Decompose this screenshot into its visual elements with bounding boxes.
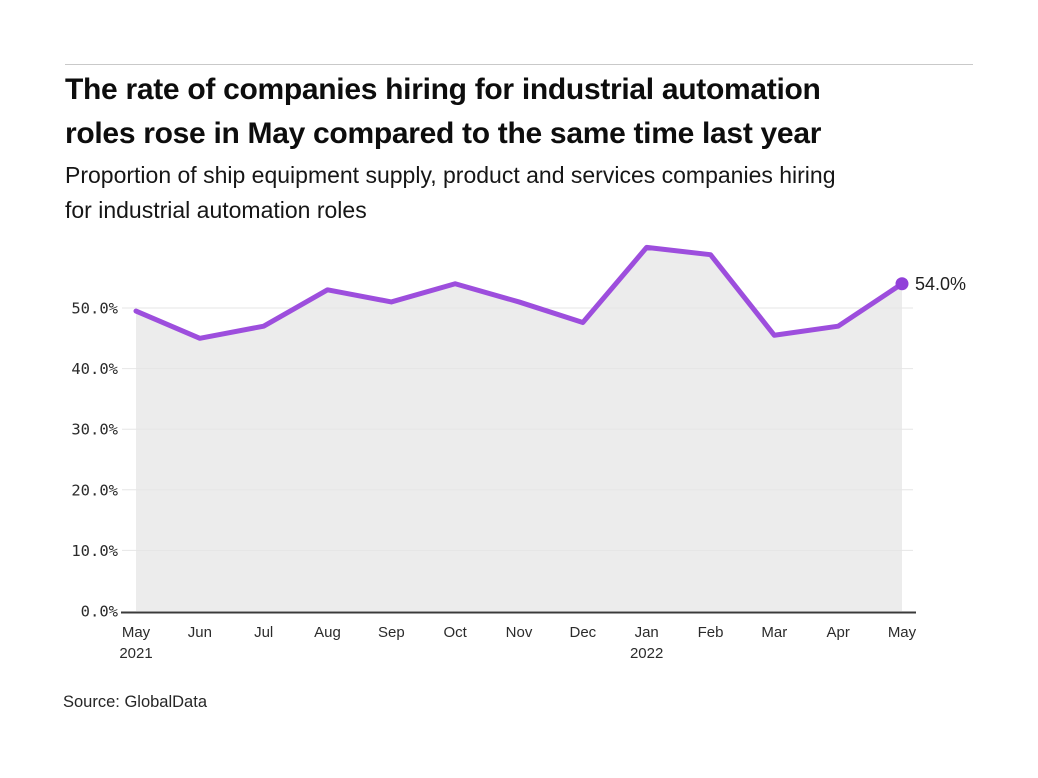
x-tick-label: Mar: [761, 624, 787, 641]
x-tick-label: May: [888, 624, 917, 641]
trend-line: [133, 244, 905, 341]
x-tick-label: Jan: [635, 624, 659, 641]
x-tick-label: Nov: [506, 624, 533, 641]
y-tick-label: 40.0%: [71, 360, 118, 378]
page-title-line-1: The rate of companies hiring for industr…: [65, 73, 821, 106]
x-tick-label: Oct: [443, 624, 467, 641]
x-tick-label: Feb: [698, 624, 724, 641]
y-tick-label: 10.0%: [71, 542, 118, 560]
y-tick-label: 0.0%: [81, 603, 119, 621]
divider-rule: [65, 64, 973, 65]
end-point-dot: [895, 277, 909, 291]
page-subtitle-line-1: Proportion of ship equipment supply, pro…: [65, 162, 836, 188]
page-subtitle: Proportion of ship equipment supply, pro…: [65, 158, 980, 228]
x-tick-label: Aug: [314, 624, 341, 641]
x-tick-label: Dec: [569, 624, 596, 641]
end-value-label: 54.0%: [915, 274, 966, 294]
source-label: Source: GlobalData: [63, 693, 207, 711]
x-tick-label: Apr: [826, 624, 849, 641]
page-title-line-2: roles rose in May compared to the same t…: [65, 117, 822, 150]
y-tick-label: 20.0%: [71, 481, 118, 499]
y-tick-label: 50.0%: [71, 300, 118, 318]
page-subtitle-line-2: for industrial automation roles: [65, 197, 367, 223]
page-title: The rate of companies hiring for industr…: [65, 68, 980, 156]
x-tick-label: Jun: [188, 624, 212, 641]
x-tick-label: Jul: [254, 624, 273, 641]
x-tick-label: Sep: [378, 624, 405, 641]
y-tick-label: 30.0%: [71, 421, 118, 439]
x-tick-label: May: [122, 624, 151, 641]
x-tick-year-label: 2021: [119, 645, 152, 662]
x-tick-year-label: 2022: [630, 645, 663, 662]
